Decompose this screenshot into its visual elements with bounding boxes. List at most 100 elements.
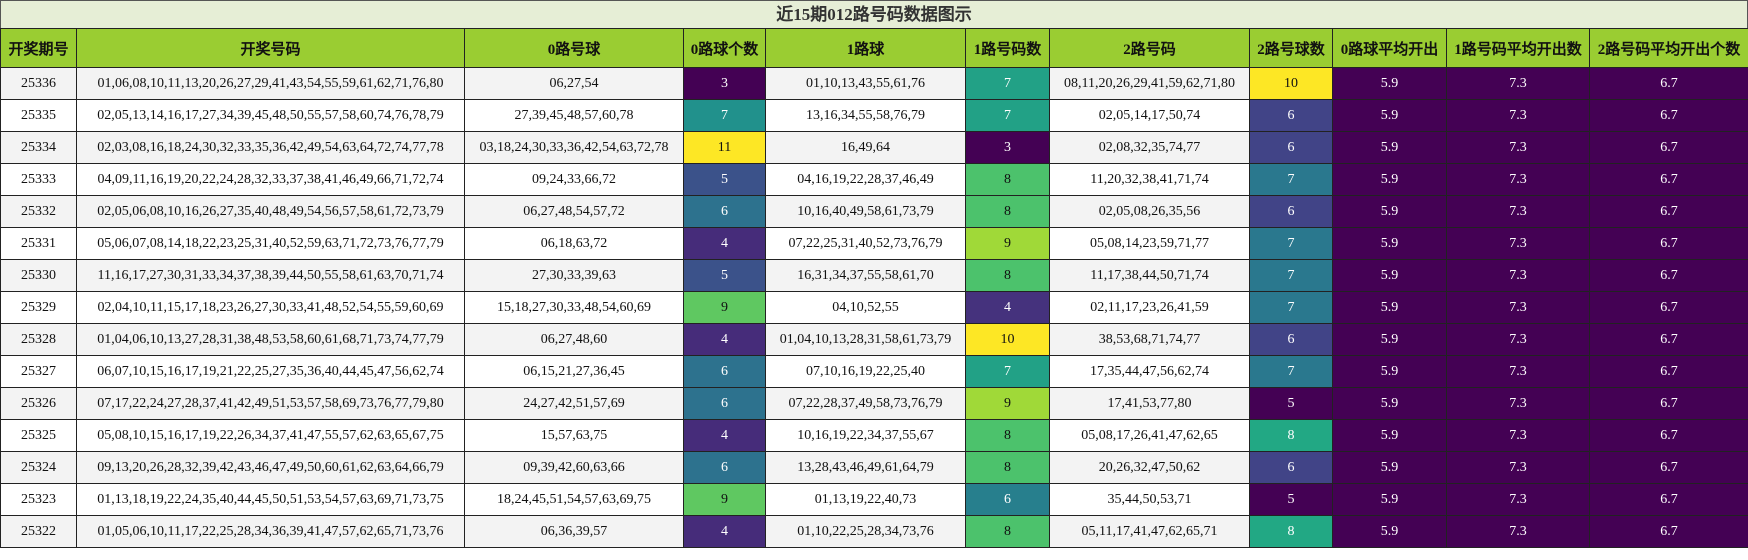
heat-cell: 5 [683,163,766,196]
cell: 08,11,20,26,29,41,59,62,71,80 [1049,67,1250,100]
heat-cell: 6.7 [1589,99,1748,132]
cell: 16,31,34,37,55,58,61,70 [765,259,966,292]
heat-cell: 3 [683,67,766,100]
heat-cell: 5.9 [1332,291,1447,324]
heat-cell: 7 [1249,163,1333,196]
heat-cell: 6.7 [1589,387,1748,420]
cell: 09,39,42,60,63,66 [464,451,684,484]
table-row: 25322 01,05,06,10,11,17,22,25,28,34,36,39… [0,515,1748,548]
cell: 06,27,54 [464,67,684,100]
table-row: 25323 01,13,18,19,22,24,35,40,44,45,50,51… [0,483,1748,516]
heat-cell: 5.9 [1332,99,1447,132]
heat-cell: 5.9 [1332,515,1447,548]
heat-cell: 6 [1249,195,1333,228]
cell: 02,03,08,16,18,24,30,32,33,35,36,42,49,5… [76,131,465,164]
column-header: 1路号码数 [965,28,1050,68]
cell: 25322 [0,515,77,548]
table-row: 25333 04,09,11,16,19,20,22,24,28,32,33,37… [0,163,1748,196]
cell: 02,05,08,26,35,56 [1049,195,1250,228]
cell: 09,13,20,26,28,32,39,42,43,46,47,49,50,6… [76,451,465,484]
cell: 05,06,07,08,14,18,22,23,25,31,40,52,59,6… [76,227,465,260]
heat-cell: 7.3 [1446,419,1590,452]
heat-cell: 5.9 [1332,451,1447,484]
heat-cell: 7.3 [1446,67,1590,100]
cell: 01,10,13,43,55,61,76 [765,67,966,100]
heat-cell: 5.9 [1332,67,1447,100]
table-row: 25332 02,05,06,08,10,16,26,27,35,40,48,49… [0,195,1748,228]
heat-cell: 7 [1249,355,1333,388]
table-row: 25327 06,07,10,15,16,17,19,21,22,25,27,35… [0,355,1748,388]
cell: 17,35,44,47,56,62,74 [1049,355,1250,388]
heat-cell: 7.3 [1446,259,1590,292]
heat-cell: 4 [683,515,766,548]
cell: 04,16,19,22,28,37,46,49 [765,163,966,196]
cell: 25327 [0,355,77,388]
heat-cell: 9 [683,291,766,324]
cell: 25325 [0,419,77,452]
heat-cell: 6.7 [1589,355,1748,388]
column-header: 2路号码 [1049,28,1250,68]
heat-cell: 5.9 [1332,163,1447,196]
cell: 25332 [0,195,77,228]
heat-cell: 8 [1249,515,1333,548]
table-row: 25326 07,17,22,24,27,28,37,41,42,49,51,53… [0,387,1748,420]
cell: 35,44,50,53,71 [1049,483,1250,516]
heat-cell: 5 [1249,387,1333,420]
column-header: 开奖期号 [0,28,77,68]
heat-cell: 6 [683,451,766,484]
cell: 16,49,64 [765,131,966,164]
column-header: 开奖号码 [76,28,465,68]
cell: 01,10,22,25,28,34,73,76 [765,515,966,548]
cell: 01,13,18,19,22,24,35,40,44,45,50,51,53,5… [76,483,465,516]
heat-cell: 7 [1249,259,1333,292]
column-header: 2路号码平均开出个数 [1589,28,1748,68]
heat-cell: 5.9 [1332,323,1447,356]
cell: 05,08,10,15,16,17,19,22,26,34,37,41,47,5… [76,419,465,452]
column-header: 0路号球 [464,28,684,68]
heat-cell: 6.7 [1589,227,1748,260]
heat-cell: 11 [683,131,766,164]
heat-cell: 7 [683,99,766,132]
cell: 01,13,19,22,40,73 [765,483,966,516]
cell: 13,28,43,46,49,61,64,79 [765,451,966,484]
column-header: 1路号码平均开出数 [1446,28,1590,68]
cell: 02,11,17,23,26,41,59 [1049,291,1250,324]
heat-cell: 8 [965,451,1050,484]
heat-cell: 8 [965,163,1050,196]
heat-cell: 8 [965,195,1050,228]
heat-cell: 7.3 [1446,227,1590,260]
heat-cell: 4 [965,291,1050,324]
heat-cell: 8 [965,419,1050,452]
heat-cell: 6.7 [1589,131,1748,164]
heat-cell: 5 [1249,483,1333,516]
table-row: 25334 02,03,08,16,18,24,30,32,33,35,36,42… [0,131,1748,164]
cell: 25328 [0,323,77,356]
table-row: 25335 02,05,13,14,16,17,27,34,39,45,48,50… [0,99,1748,132]
cell: 02,08,32,35,74,77 [1049,131,1250,164]
heat-cell: 5.9 [1332,227,1447,260]
cell: 11,16,17,27,30,31,33,34,37,38,39,44,50,5… [76,259,465,292]
heat-cell: 5.9 [1332,131,1447,164]
table-row: 25325 05,08,10,15,16,17,19,22,26,34,37,41… [0,419,1748,452]
header-row: 开奖期号 开奖号码 0路号球 0路球个数 1路球 1路号码数 2路号码 2路号球数 0路球平均开… [0,28,1748,68]
heat-cell: 4 [683,227,766,260]
cell: 25336 [0,67,77,100]
heat-cell: 6 [683,355,766,388]
heat-cell: 7.3 [1446,163,1590,196]
heat-cell: 5.9 [1332,355,1447,388]
heat-cell: 6 [1249,451,1333,484]
heat-cell: 7 [965,67,1050,100]
heat-cell: 7.3 [1446,515,1590,548]
cell: 05,08,17,26,41,47,62,65 [1049,419,1250,452]
table-row: 25330 11,16,17,27,30,31,33,34,37,38,39,44… [0,259,1748,292]
heat-cell: 7 [1249,291,1333,324]
heat-cell: 5.9 [1332,387,1447,420]
cell: 18,24,45,51,54,57,63,69,75 [464,483,684,516]
heat-cell: 6.7 [1589,515,1748,548]
cell: 15,57,63,75 [464,419,684,452]
heat-cell: 8 [965,515,1050,548]
heat-cell: 5.9 [1332,483,1447,516]
heat-cell: 7.3 [1446,99,1590,132]
heat-cell: 6.7 [1589,195,1748,228]
heat-cell: 6 [965,483,1050,516]
